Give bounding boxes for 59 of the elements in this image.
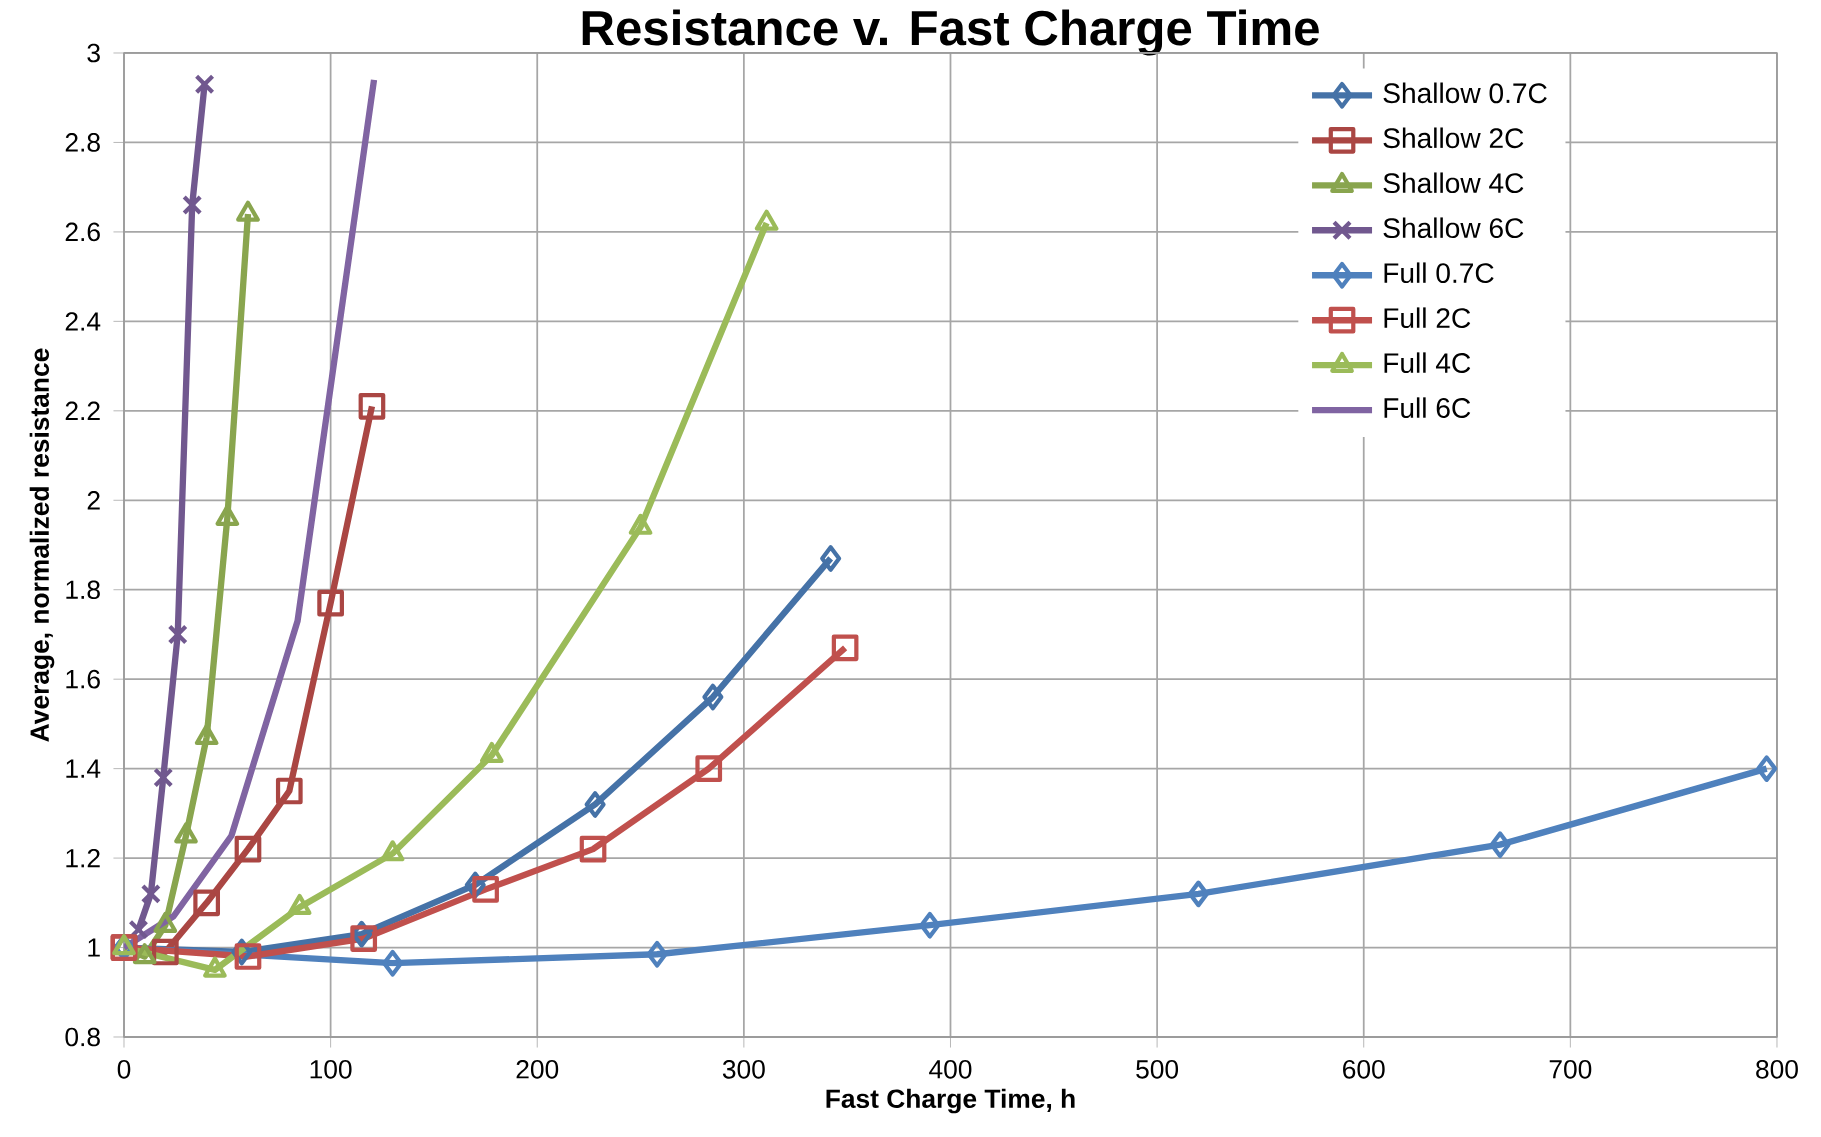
point bbox=[193, 889, 221, 917]
x-tick-label: 500 bbox=[1136, 1059, 1179, 1079]
y-tick-label: 1.6 bbox=[66, 669, 100, 689]
point bbox=[702, 683, 724, 711]
legend-label: Full 6C bbox=[1384, 397, 1471, 418]
x-tick-label: 0 bbox=[117, 1059, 131, 1079]
point bbox=[167, 624, 188, 645]
legend-label: Full 4C bbox=[1384, 352, 1471, 374]
x-tick-label: 700 bbox=[1549, 1059, 1592, 1079]
point bbox=[1489, 831, 1511, 859]
x-tick-label: 100 bbox=[310, 1059, 352, 1079]
y-tick-label: 3 bbox=[87, 43, 100, 63]
y-tick-label: 1.2 bbox=[66, 848, 100, 868]
point bbox=[128, 919, 149, 940]
x-tick-label: 200 bbox=[516, 1059, 559, 1079]
point bbox=[317, 589, 344, 617]
legend-label: Full 0.7C bbox=[1384, 262, 1494, 284]
x-tick-label: 300 bbox=[722, 1059, 765, 1079]
point bbox=[382, 949, 404, 977]
point bbox=[1756, 755, 1778, 782]
point bbox=[472, 876, 499, 903]
y-tick-label: 2.4 bbox=[65, 312, 101, 331]
y-tick-label: 1.8 bbox=[66, 580, 100, 600]
legend-label: Full 2C bbox=[1384, 307, 1471, 329]
y-tick-label: 2 bbox=[87, 491, 100, 510]
point bbox=[358, 392, 386, 420]
point bbox=[1187, 880, 1209, 908]
point bbox=[579, 835, 607, 863]
point bbox=[194, 74, 215, 95]
y-tick-label: 2.2 bbox=[65, 401, 100, 421]
point bbox=[182, 195, 203, 216]
x-tick-label: 400 bbox=[929, 1059, 972, 1079]
y-tick-label: 2.6 bbox=[65, 222, 100, 242]
legend-label: Shallow 4C bbox=[1383, 172, 1524, 194]
point bbox=[695, 755, 723, 782]
y-tick-label: 0.8 bbox=[65, 1027, 100, 1047]
y-axis-title: Average, normalized resistance bbox=[29, 348, 55, 742]
legend-label: Shallow 0.7C bbox=[1383, 82, 1547, 104]
x-tick-label: 600 bbox=[1343, 1059, 1385, 1079]
point bbox=[350, 925, 378, 952]
legend-label: Shallow 6C bbox=[1383, 217, 1524, 239]
x-axis-title: Fast Charge Time, h bbox=[826, 1088, 1075, 1114]
point bbox=[584, 791, 606, 818]
point bbox=[831, 634, 859, 662]
point bbox=[151, 938, 179, 966]
y-tick-label: 1.4 bbox=[66, 759, 101, 778]
y-tick-label: 2.8 bbox=[65, 133, 100, 152]
legend-label: Shallow 2C bbox=[1383, 127, 1524, 149]
point bbox=[140, 883, 161, 904]
point bbox=[234, 943, 262, 970]
y-tick-label: 1 bbox=[88, 938, 100, 957]
chart-title: Resistance v. Fast Charge Time bbox=[582, 9, 1319, 56]
point bbox=[820, 545, 842, 572]
point bbox=[153, 767, 174, 788]
point bbox=[275, 777, 303, 805]
point bbox=[919, 911, 941, 939]
point bbox=[234, 835, 262, 863]
point bbox=[646, 940, 668, 968]
x-tick-label: 800 bbox=[1756, 1059, 1798, 1079]
